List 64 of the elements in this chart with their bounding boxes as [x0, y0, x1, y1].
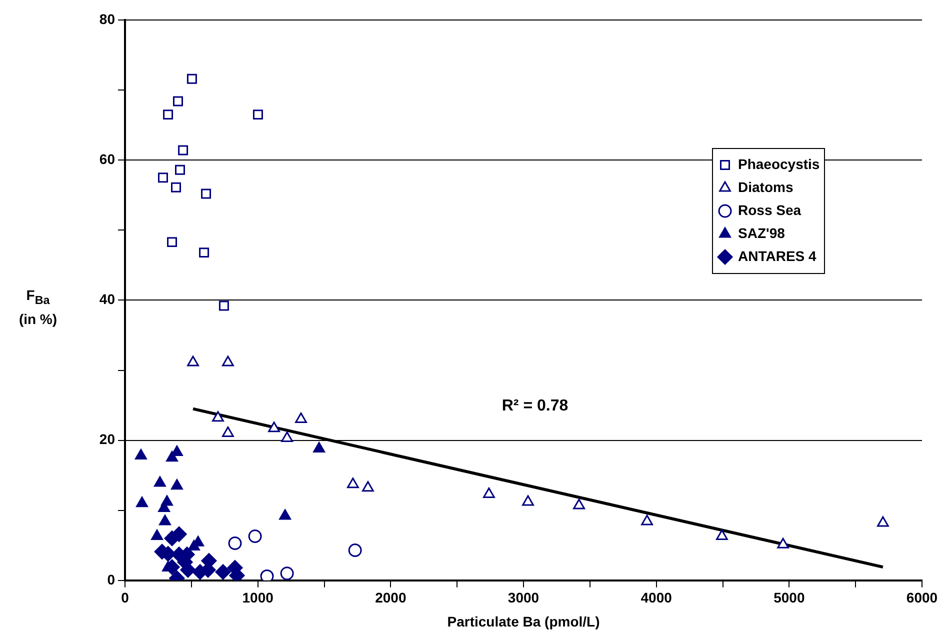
point: [228, 536, 242, 550]
point: [215, 564, 231, 580]
x-tick-label: 5000: [774, 590, 805, 606]
point: [248, 530, 262, 544]
point: [313, 442, 326, 452]
point: [164, 530, 180, 546]
y-tick-label: 20: [99, 431, 116, 448]
point: [280, 566, 294, 580]
point: [362, 481, 374, 492]
point: [279, 509, 292, 520]
y-tick-label: 0: [107, 571, 116, 588]
point: [483, 487, 495, 498]
point: [641, 514, 653, 526]
point: [281, 431, 294, 442]
point: [186, 74, 197, 84]
point: [295, 412, 307, 424]
point: [173, 96, 183, 106]
x-tick-label: 0: [121, 590, 130, 606]
point: [222, 426, 234, 438]
point: [134, 448, 147, 460]
point: [178, 145, 188, 156]
point: [716, 530, 728, 540]
legend-label: Diatoms: [738, 178, 794, 195]
y-tick-label: 40: [99, 291, 116, 308]
point: [175, 164, 185, 175]
point: [154, 476, 166, 487]
y-tick-label: 60: [99, 150, 116, 167]
point: [158, 172, 168, 183]
point: [188, 540, 200, 551]
point: [199, 248, 210, 258]
point: [159, 514, 171, 526]
annotation: R² = 0.78: [502, 397, 568, 414]
point: [187, 356, 199, 366]
point: [260, 569, 274, 580]
point: [268, 422, 280, 432]
point: [170, 479, 183, 490]
point: [163, 110, 174, 120]
y-tick-label: 80: [99, 10, 116, 27]
point: [171, 182, 181, 192]
point: [201, 188, 212, 199]
legend-label: Phaeocystis: [738, 156, 820, 172]
x-tick-label: 2000: [375, 590, 406, 606]
point: [348, 544, 362, 558]
x-axis-title: Particulate Ba (pmol/L): [447, 613, 600, 630]
legend-label: SAZ'98: [738, 224, 786, 241]
point: [252, 110, 263, 120]
point: [573, 498, 585, 510]
legend-label: Ross Sea: [738, 202, 802, 218]
legend-label: ANTARES 4: [738, 248, 817, 264]
point: [136, 496, 148, 508]
point: [222, 356, 234, 366]
point: [522, 495, 534, 506]
point: [777, 538, 790, 548]
x-tick-label: 1000: [242, 590, 274, 606]
point: [346, 478, 359, 488]
x-tick-label: 6000: [906, 590, 938, 606]
point: [218, 300, 229, 311]
point: [212, 411, 224, 422]
x-tick-label: 3000: [508, 590, 540, 606]
x-tick-label: 4000: [640, 590, 672, 606]
y-axis-title: F$_{Ba}$ (in %): [18, 286, 58, 328]
point: [151, 530, 163, 540]
point: [167, 237, 178, 248]
point: [877, 516, 889, 527]
